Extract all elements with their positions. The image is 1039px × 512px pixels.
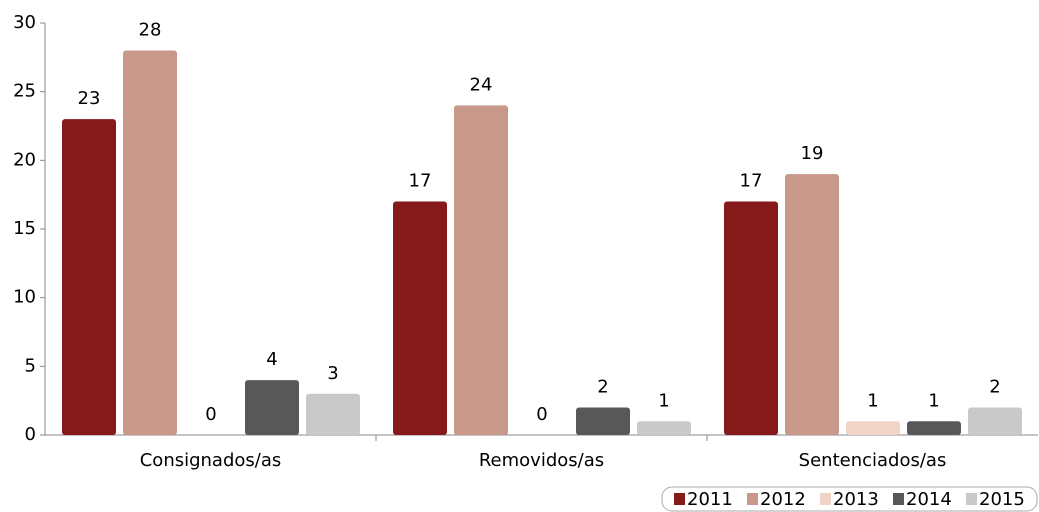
data-label: 0 bbox=[205, 404, 216, 425]
legend-swatch bbox=[966, 493, 977, 505]
y-tick-label: 5 bbox=[25, 355, 36, 376]
data-label: 24 bbox=[470, 74, 493, 95]
y-tick-label: 30 bbox=[13, 12, 36, 33]
y-tick-label: 15 bbox=[13, 218, 36, 239]
bar bbox=[968, 407, 1022, 435]
bar bbox=[637, 421, 691, 435]
data-label: 19 bbox=[801, 143, 824, 164]
bar bbox=[724, 201, 778, 435]
y-tick-label: 0 bbox=[25, 424, 36, 445]
bar bbox=[393, 201, 447, 435]
legend-label: 2011 bbox=[687, 489, 733, 510]
data-label: 3 bbox=[327, 363, 338, 384]
data-label: 0 bbox=[536, 404, 547, 425]
data-label: 28 bbox=[139, 19, 162, 40]
data-label: 1 bbox=[928, 390, 939, 411]
bar bbox=[306, 393, 360, 435]
legend-label: 2014 bbox=[906, 489, 952, 510]
legend-label: 2012 bbox=[760, 489, 806, 510]
x-tick-label: Sentenciados/as bbox=[799, 450, 947, 471]
data-label: 1 bbox=[867, 390, 878, 411]
legend-label: 2015 bbox=[979, 489, 1025, 510]
legend-swatch bbox=[893, 493, 904, 505]
legend-swatch bbox=[747, 493, 758, 505]
data-label: 1 bbox=[658, 390, 669, 411]
bar bbox=[245, 380, 299, 435]
x-tick-label: Consignados/as bbox=[140, 450, 282, 471]
bar bbox=[846, 421, 900, 435]
x-tick-label: Removidos/as bbox=[479, 450, 604, 471]
data-label: 2 bbox=[597, 377, 608, 398]
legend-swatch bbox=[820, 493, 831, 505]
bar bbox=[123, 50, 177, 435]
data-label: 4 bbox=[266, 349, 277, 370]
data-label: 23 bbox=[78, 88, 101, 109]
bar bbox=[454, 105, 508, 436]
y-tick-label: 25 bbox=[13, 81, 36, 102]
legend-label: 2013 bbox=[833, 489, 879, 510]
bar bbox=[907, 421, 961, 435]
y-tick-label: 20 bbox=[13, 149, 36, 170]
bar bbox=[576, 407, 630, 435]
bar bbox=[785, 174, 839, 436]
y-tick-label: 10 bbox=[13, 287, 36, 308]
data-label: 17 bbox=[409, 171, 432, 192]
data-label: 2 bbox=[989, 377, 1000, 398]
data-label: 17 bbox=[740, 171, 763, 192]
legend-swatch bbox=[674, 493, 685, 505]
bar bbox=[62, 119, 116, 435]
